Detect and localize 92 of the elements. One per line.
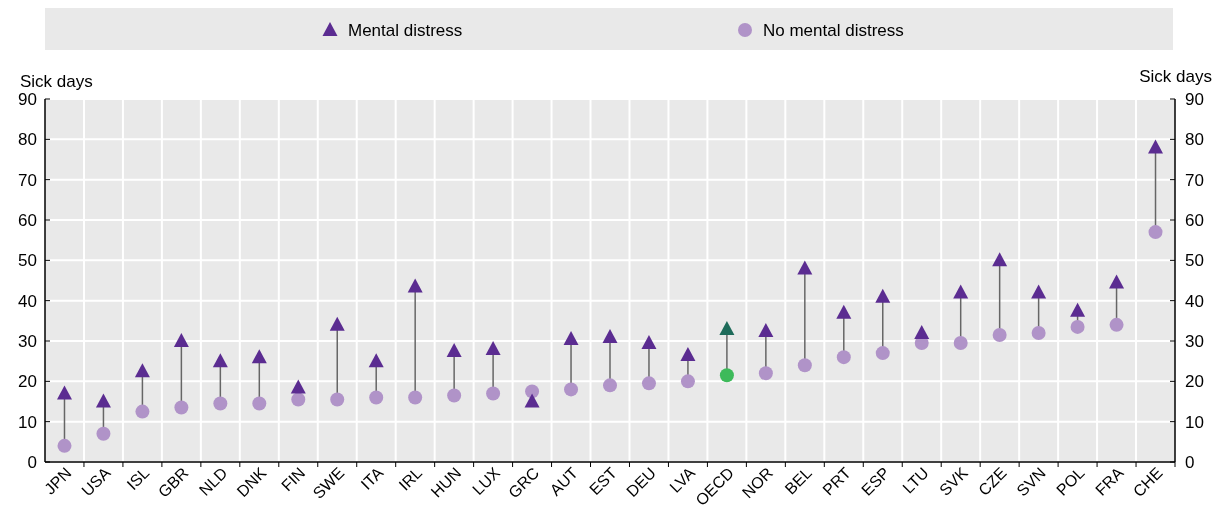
x-tick-label: ISL bbox=[123, 464, 153, 494]
y-tick-label: 20 bbox=[18, 372, 37, 392]
point bbox=[680, 347, 696, 362]
x-tick-label: ITA bbox=[357, 463, 387, 493]
point bbox=[290, 379, 306, 394]
point bbox=[368, 353, 384, 368]
point bbox=[212, 353, 228, 368]
x-tick-label: LTU bbox=[899, 464, 932, 497]
point bbox=[1109, 317, 1124, 332]
x-tick-label: POL bbox=[1053, 464, 1088, 499]
y-tick-label: 80 bbox=[18, 130, 37, 150]
point bbox=[758, 366, 773, 381]
point bbox=[641, 335, 657, 350]
point bbox=[135, 404, 150, 419]
point bbox=[797, 260, 813, 275]
point bbox=[1031, 284, 1047, 299]
x-tick-label: IRL bbox=[395, 464, 426, 494]
point bbox=[56, 385, 72, 400]
point bbox=[408, 390, 423, 405]
point bbox=[134, 363, 150, 378]
x-tick-label: JPN bbox=[41, 464, 75, 498]
x-tick-label: LVA bbox=[666, 463, 699, 496]
point bbox=[1148, 139, 1164, 154]
x-tick-label: NLD bbox=[195, 464, 231, 499]
y-tick-label: 30 bbox=[18, 331, 37, 351]
point bbox=[407, 278, 423, 293]
y-tick-label: 60 bbox=[18, 210, 37, 230]
x-tick-label: BEL bbox=[781, 464, 816, 498]
point bbox=[563, 330, 579, 345]
point bbox=[252, 396, 267, 411]
point bbox=[953, 336, 968, 351]
point bbox=[524, 393, 540, 408]
point bbox=[251, 349, 267, 364]
y-tick-label: 40 bbox=[18, 291, 37, 311]
y2-tick-label: 0 bbox=[1185, 452, 1195, 472]
point bbox=[953, 284, 969, 299]
point bbox=[95, 393, 111, 408]
y2-axis-title: Sick days bbox=[1139, 67, 1212, 86]
point bbox=[719, 320, 735, 335]
y-tick-label: 10 bbox=[18, 412, 37, 432]
point bbox=[174, 400, 189, 415]
point bbox=[330, 392, 345, 407]
point bbox=[564, 382, 579, 397]
y2-tick-label: 50 bbox=[1185, 251, 1204, 271]
y2-tick-label: 10 bbox=[1185, 412, 1204, 432]
y2-tick-label: 20 bbox=[1185, 372, 1204, 392]
point bbox=[836, 350, 851, 365]
legend-label: Mental distress bbox=[348, 21, 463, 40]
point bbox=[446, 343, 462, 358]
y2-tick-label: 70 bbox=[1185, 170, 1204, 190]
point bbox=[836, 304, 852, 319]
point bbox=[992, 252, 1008, 267]
y2-tick-label: 80 bbox=[1185, 130, 1204, 150]
y-tick-label: 70 bbox=[18, 170, 37, 190]
point bbox=[485, 341, 501, 356]
point bbox=[758, 322, 774, 337]
point bbox=[914, 324, 930, 339]
point bbox=[486, 386, 501, 401]
point bbox=[680, 374, 695, 389]
point bbox=[992, 327, 1007, 342]
point bbox=[875, 288, 891, 303]
y-axis-title: Sick days bbox=[20, 72, 93, 91]
point bbox=[369, 390, 384, 405]
x-tick-label: FIN bbox=[278, 464, 309, 495]
point bbox=[602, 328, 618, 343]
y2-tick-label: 90 bbox=[1185, 89, 1204, 109]
point bbox=[641, 376, 656, 391]
point bbox=[1109, 274, 1125, 289]
point bbox=[213, 396, 228, 411]
point bbox=[1148, 225, 1163, 240]
y2-tick-label: 30 bbox=[1185, 331, 1204, 351]
point bbox=[1031, 325, 1046, 340]
point bbox=[603, 378, 617, 393]
x-tick-label: USA bbox=[78, 463, 114, 500]
point bbox=[291, 392, 306, 407]
point bbox=[57, 438, 72, 453]
y-tick-label: 0 bbox=[27, 452, 37, 472]
point bbox=[525, 384, 540, 399]
y-tick-label: 90 bbox=[18, 89, 37, 109]
point bbox=[875, 346, 890, 361]
y2-tick-label: 60 bbox=[1185, 210, 1204, 230]
point bbox=[719, 368, 734, 383]
point bbox=[1070, 302, 1086, 317]
point bbox=[96, 426, 111, 441]
point bbox=[329, 316, 345, 331]
x-tick-label: FRA bbox=[1092, 463, 1127, 499]
y2-tick-label: 40 bbox=[1185, 291, 1204, 311]
point bbox=[447, 388, 462, 403]
legend-label: No mental distress bbox=[763, 21, 904, 40]
point bbox=[173, 333, 189, 347]
y-tick-label: 50 bbox=[18, 251, 37, 271]
point bbox=[797, 358, 812, 373]
